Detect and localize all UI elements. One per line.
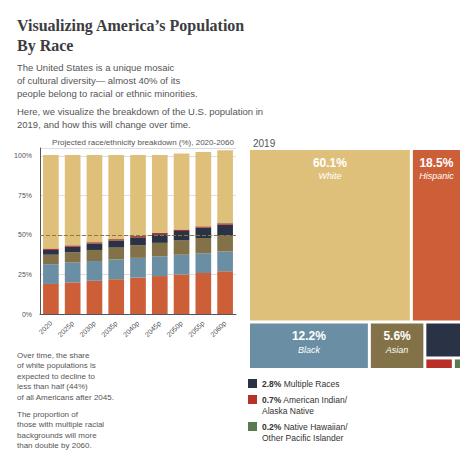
svg-text:those with multiple racial: those with multiple racial [17,420,104,429]
svg-text:less than half (44%): less than half (44%) [17,382,88,391]
svg-text:2050p: 2050p [165,319,184,338]
svg-text:The United States is a unique: The United States is a unique mosaic [17,62,175,73]
svg-text:American Indian/: American Indian/ [281,395,347,405]
svg-text:0.7%: 0.7% [262,395,282,405]
svg-text:2.8%: 2.8% [262,379,282,389]
svg-text:75%: 75% [18,192,32,199]
svg-text:backgrounds will more: backgrounds will more [17,431,97,440]
svg-text:Multiple Races: Multiple Races [281,379,339,389]
svg-text:expected to decline to: expected to decline to [17,372,95,381]
svg-text:50%: 50% [18,231,32,238]
svg-text:5.6%: 5.6% [383,329,411,343]
svg-text:than double by 2060.: than double by 2060. [17,441,92,450]
svg-text:Here, we visualize the breakdo: Here, we visualize the breakdown of the … [17,106,263,117]
svg-text:0.2%: 0.2% [262,422,282,432]
svg-text:Visualizing America’s Populati: Visualizing America’s Population [17,17,244,35]
svg-text:2040p: 2040p [122,319,141,338]
svg-text:100%: 100% [14,152,32,159]
svg-text:of cultural diversity— almost: of cultural diversity— almost 40% of its [17,75,180,86]
svg-text:60.1%: 60.1% [313,155,347,169]
svg-text:By Race: By Race [17,37,73,55]
svg-text:2019, and how this will change: 2019, and how this will change over time… [17,119,191,130]
svg-text:2035p: 2035p [100,319,119,338]
svg-text:25%: 25% [18,271,32,278]
svg-text:2019: 2019 [253,138,276,149]
svg-text:of all Americans after 2045.: of all Americans after 2045. [17,393,114,402]
svg-text:Asian: Asian [385,345,409,355]
svg-text:2055p: 2055p [187,319,206,338]
svg-text:2045p: 2045p [144,319,163,338]
svg-text:2025p: 2025p [56,319,75,338]
svg-text:2020: 2020 [37,319,53,335]
svg-text:Other Pacific Islander: Other Pacific Islander [262,433,343,443]
svg-text:18.5%: 18.5% [419,155,453,169]
svg-text:Black: Black [298,345,321,355]
svg-text:12.2%: 12.2% [292,329,326,343]
svg-text:2060p: 2060p [209,319,228,338]
svg-text:Over time, the share: Over time, the share [17,351,90,360]
svg-text:2030p: 2030p [78,319,97,338]
svg-text:Hispanic: Hispanic [419,171,454,181]
svg-text:The proportion of: The proportion of [17,410,79,419]
svg-text:0%: 0% [22,311,32,318]
svg-text:people belong to racial or eth: people belong to racial or ethnic minori… [17,88,198,99]
svg-text:Native Hawaiian/: Native Hawaiian/ [281,422,348,432]
svg-text:of white populations is: of white populations is [17,361,96,370]
svg-text:Projected race/ethnicity break: Projected race/ethnicity breakdown (%), … [52,138,234,147]
svg-text:White: White [318,171,341,181]
svg-text:Alaska Native: Alaska Native [262,406,314,416]
